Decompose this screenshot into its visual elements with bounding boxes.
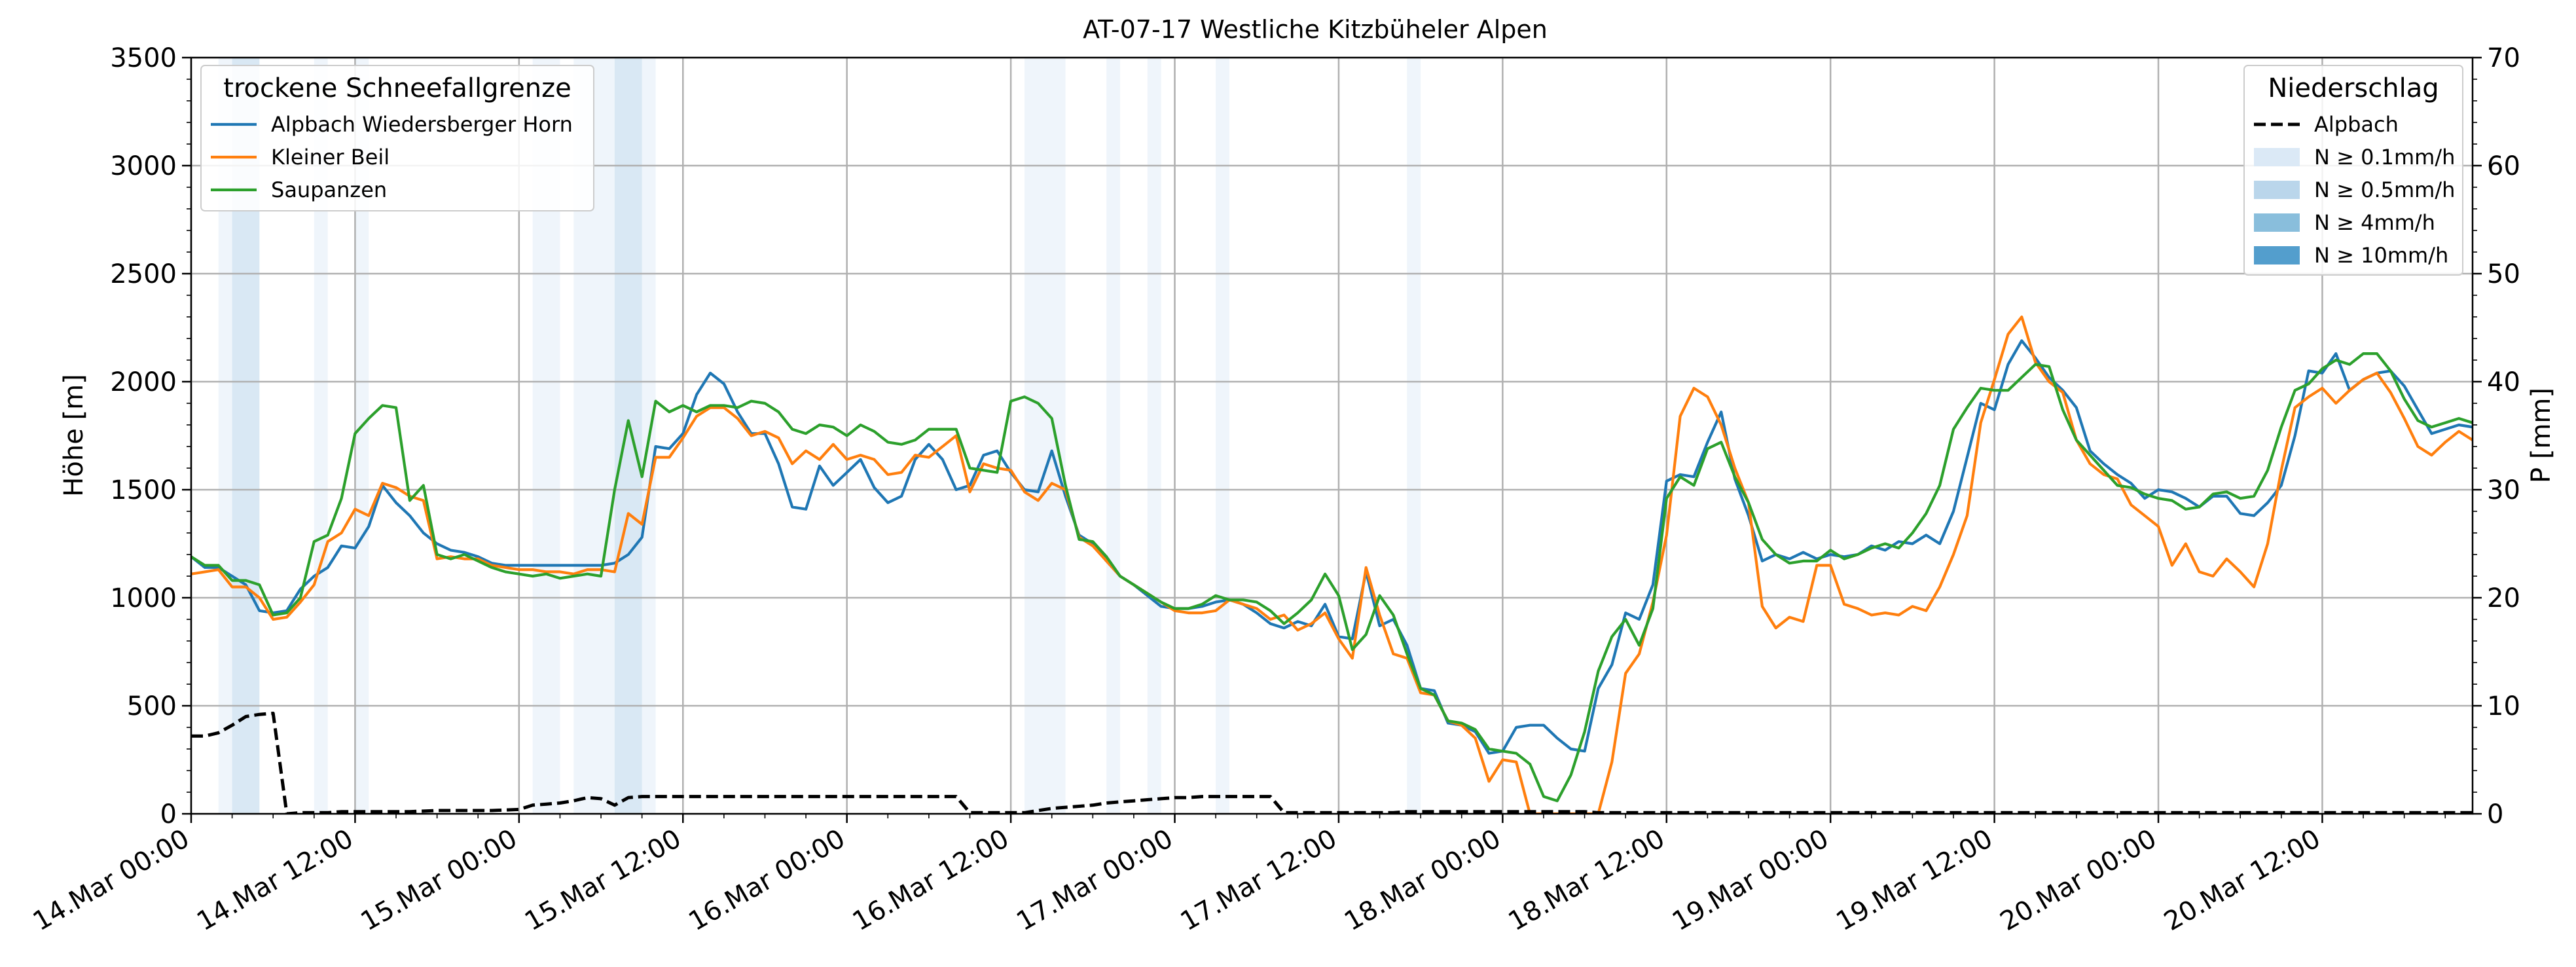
y2-tick-label: 50: [2487, 259, 2520, 289]
precip-band: [1407, 58, 1421, 814]
legend-left-label: Saupanzen: [271, 177, 387, 202]
y-tick-label: 0: [160, 799, 177, 830]
legend-right-label: N ≥ 4mm/h: [2314, 210, 2435, 235]
y-tick-label: 3500: [110, 43, 177, 73]
plot-frame: [190, 56, 2474, 815]
precip-band: [355, 58, 369, 814]
y2-tick-label: 40: [2487, 367, 2520, 397]
series-line-alpbach-wiedersberger-horn: [191, 339, 2473, 755]
y-axis-right-label: P [mm]: [2526, 388, 2556, 483]
precip-band: [218, 58, 232, 814]
legend-right-swatch: [2254, 246, 2300, 265]
legend-left: trockene Schneefallgrenze Alpbach Wieder…: [200, 65, 594, 211]
legend-right-title: Niederschlag: [2268, 73, 2439, 103]
legend-right-swatch: [2254, 181, 2300, 199]
legend-left-title: trockene Schneefallgrenze: [223, 73, 571, 103]
y-axis-right-ticks: 0 10 20 30 40 50 60 70: [2473, 43, 2520, 830]
y2-tick-label: 60: [2487, 151, 2520, 181]
precip-band: [1216, 58, 1229, 814]
y2-tick-label: 10: [2487, 691, 2520, 721]
legend-right: Niederschlag Alpbach N ≥ 0.1mm/h N ≥ 0.5mm…: [2243, 65, 2463, 276]
legend-right-label: N ≥ 10mm/h: [2314, 243, 2448, 268]
precip-band: [614, 58, 642, 814]
y-axis-left-label: Höhe [m]: [59, 374, 89, 496]
y-tick-label: 2500: [110, 259, 177, 289]
y-tick-label: 3000: [110, 151, 177, 181]
legend-right-label: N ≥ 0.5mm/h: [2314, 177, 2455, 202]
chart-title: AT-07-17 Westliche Kitzbüheler Alpen: [1083, 15, 1548, 44]
y2-tick-label: 70: [2487, 43, 2520, 73]
y2-tick-label: 0: [2487, 799, 2503, 830]
legend-right-label: N ≥ 0.1mm/h: [2314, 145, 2455, 170]
y-axis-left-ticks: 0 500 1000 1500 2000 2500 3000 3500: [110, 43, 191, 830]
legend-right-swatch: [2254, 213, 2300, 232]
y2-tick-label: 20: [2487, 583, 2520, 613]
legend-left-box: [200, 65, 594, 211]
legend-left-label: Alpbach Wiedersberger Horn: [271, 112, 573, 137]
precip-band: [314, 58, 328, 814]
legend-left-entries: Alpbach Wiedersberger Horn Kleiner Beil Sa…: [211, 112, 573, 202]
y-tick-label: 1500: [110, 475, 177, 505]
legend-right-entries: Alpbach N ≥ 0.1mm/h N ≥ 0.5mm/h N ≥ 4mm/h N …: [2254, 112, 2455, 268]
legend-left-label: Kleiner Beil: [271, 145, 390, 170]
precip-band: [1106, 58, 1121, 814]
y2-tick-label: 30: [2487, 475, 2520, 505]
precip-band: [1147, 58, 1161, 814]
y-tick-label: 2000: [110, 367, 177, 397]
precip-band: [1024, 58, 1066, 814]
series-line-saupanzen: [191, 352, 2473, 803]
series-line-alpbach: [191, 712, 2473, 814]
legend-right-swatch: [2254, 148, 2300, 166]
series-lines: [191, 315, 2473, 814]
series-line-kleiner-beil: [191, 315, 2473, 814]
legend-right-label: Alpbach: [2314, 112, 2399, 137]
y-tick-label: 500: [127, 691, 177, 721]
y-tick-label: 1000: [110, 583, 177, 613]
